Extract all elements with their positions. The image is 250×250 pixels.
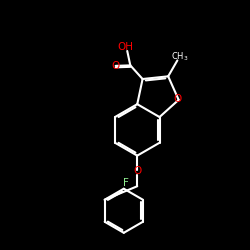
Text: O: O bbox=[133, 166, 141, 176]
Text: CH$_3$: CH$_3$ bbox=[171, 50, 188, 63]
Text: F: F bbox=[123, 178, 129, 188]
Text: O: O bbox=[173, 94, 182, 104]
Text: OH: OH bbox=[118, 42, 134, 52]
Text: O: O bbox=[112, 61, 120, 71]
